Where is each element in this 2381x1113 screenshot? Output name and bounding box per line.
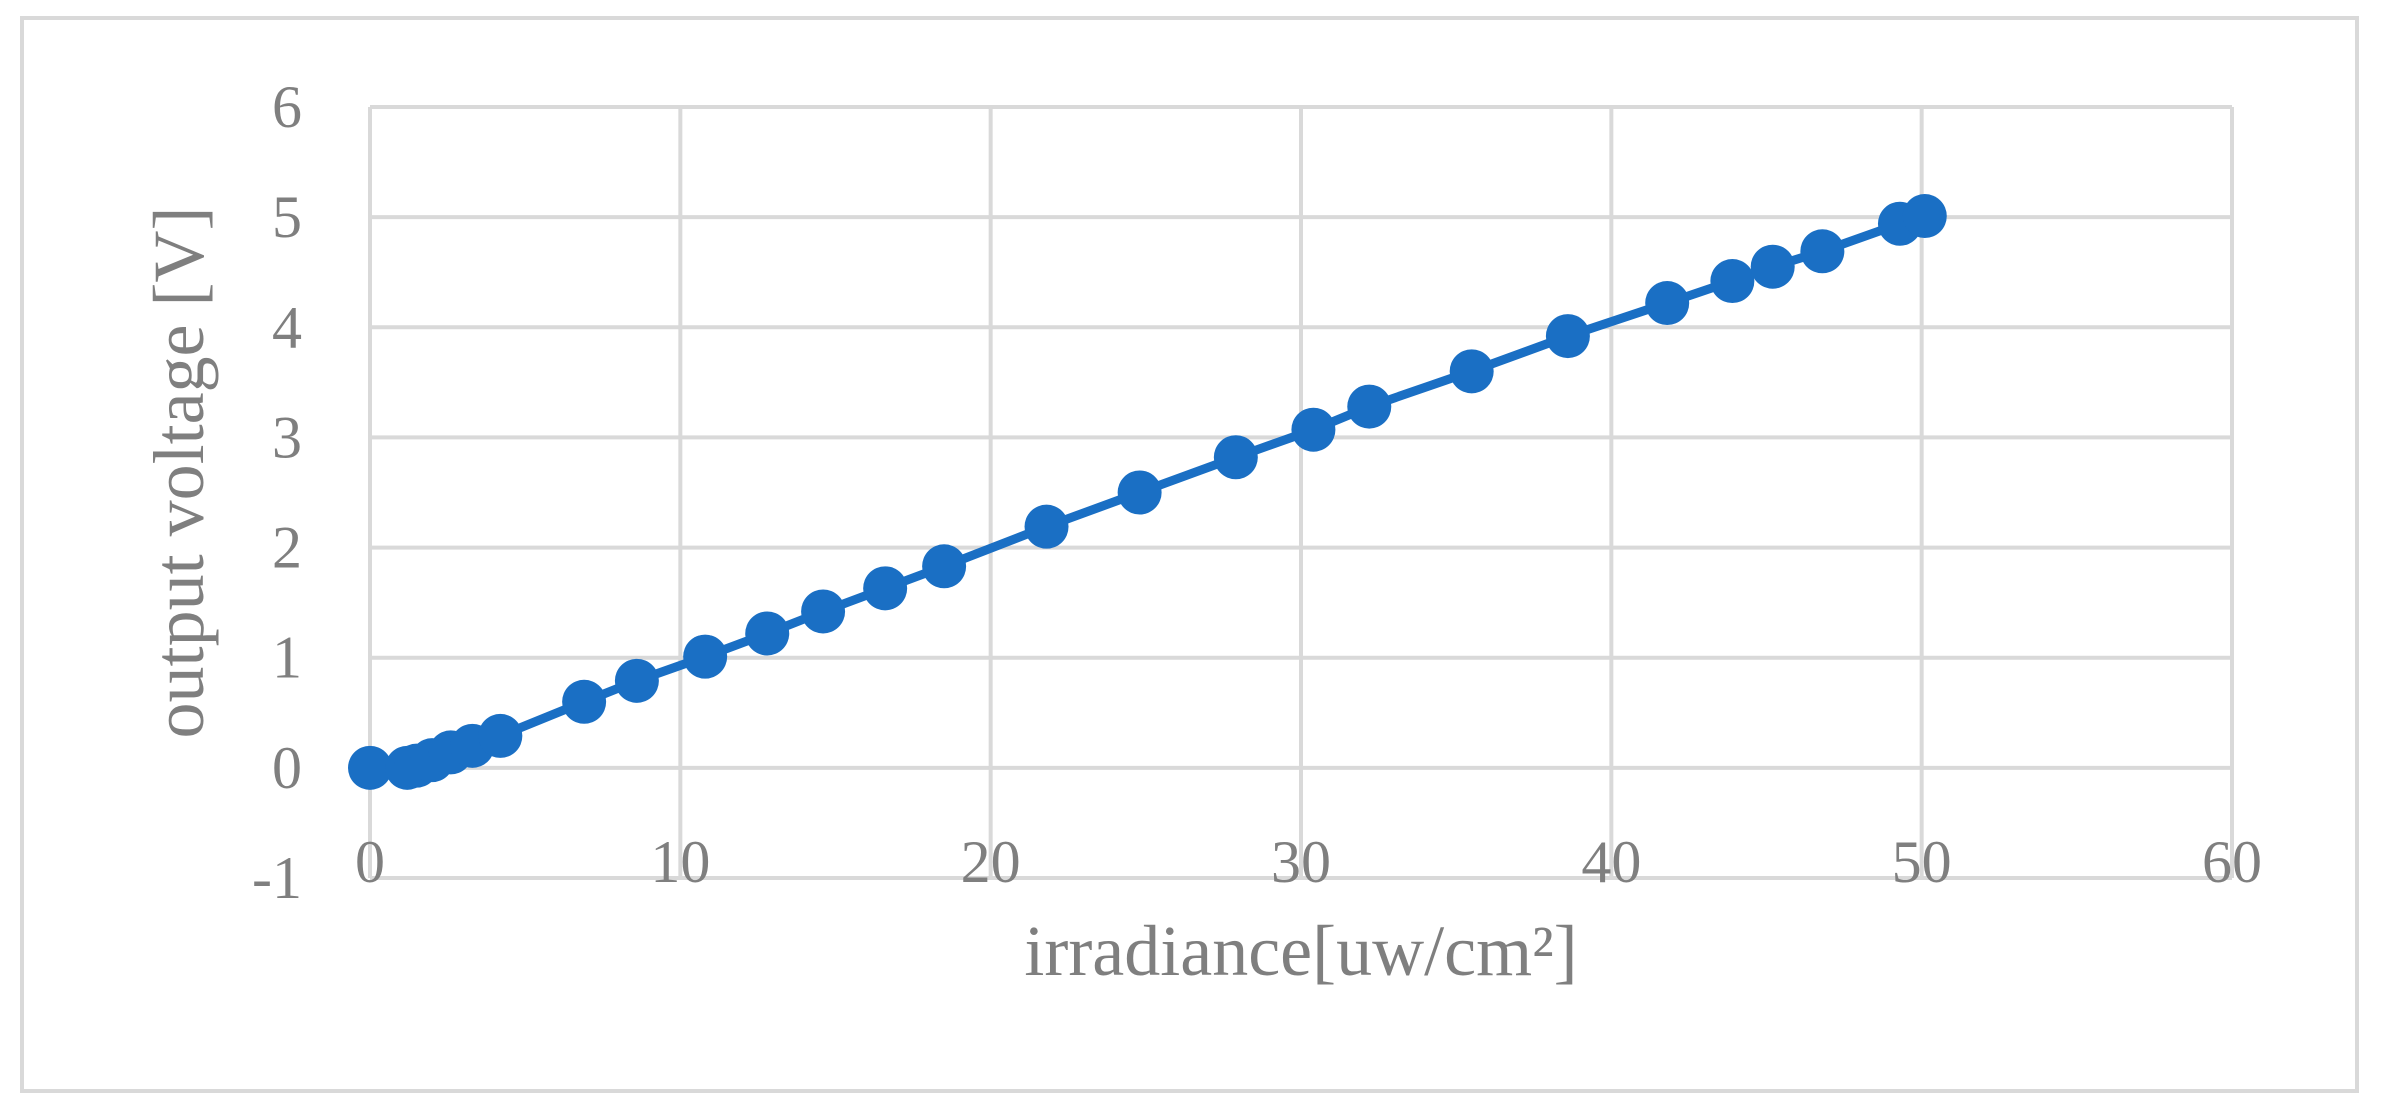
data-point	[1291, 407, 1336, 452]
data-point	[1117, 470, 1162, 515]
y-tick-label: 4	[272, 294, 302, 360]
data-point	[1449, 349, 1494, 394]
data-point	[478, 713, 523, 758]
y-tick-label: 3	[272, 404, 302, 470]
x-axis-title: irradiance[uw/cm²]	[1024, 911, 1577, 991]
data-point	[1347, 384, 1392, 429]
x-tick-label: 10	[650, 829, 710, 895]
x-tick-label: 60	[2202, 829, 2262, 895]
data-point	[1545, 314, 1590, 359]
y-tick-label: 2	[272, 515, 302, 581]
series-layer	[348, 194, 1947, 790]
data-point	[801, 589, 846, 634]
data-point	[1024, 504, 1069, 549]
x-tick-label: 0	[355, 829, 385, 895]
y-tick-label: 6	[272, 74, 302, 140]
data-point	[1750, 244, 1795, 289]
x-tick-label: 20	[961, 829, 1021, 895]
x-tick-label: 50	[1892, 829, 1952, 895]
x-tick-label: 40	[1581, 829, 1641, 895]
y-axis-ticks: -1 0 1 2 3 4 5 6	[252, 74, 302, 911]
data-point	[1800, 229, 1845, 274]
y-tick-label: 1	[272, 625, 302, 691]
data-point	[1902, 194, 1947, 239]
x-tick-label: 30	[1271, 829, 1331, 895]
data-point	[922, 544, 967, 589]
y-axis-title: output voltage [V]	[139, 207, 219, 739]
y-tick-label: 0	[272, 735, 302, 801]
chart-frame	[20, 16, 2359, 1093]
data-point	[1710, 259, 1755, 304]
data-point	[683, 634, 728, 679]
data-point	[562, 679, 607, 724]
data-point	[614, 658, 659, 703]
data-point	[348, 745, 392, 790]
data-point	[1213, 435, 1258, 480]
y-tick-label: 5	[272, 184, 302, 250]
data-point	[1645, 281, 1690, 326]
data-point	[863, 566, 908, 611]
data-point	[745, 611, 790, 656]
y-tick-label: -1	[252, 845, 302, 911]
grid-lines	[368, 105, 2234, 880]
x-axis-ticks: 0 10 20 30 40 50 60	[355, 829, 2262, 895]
